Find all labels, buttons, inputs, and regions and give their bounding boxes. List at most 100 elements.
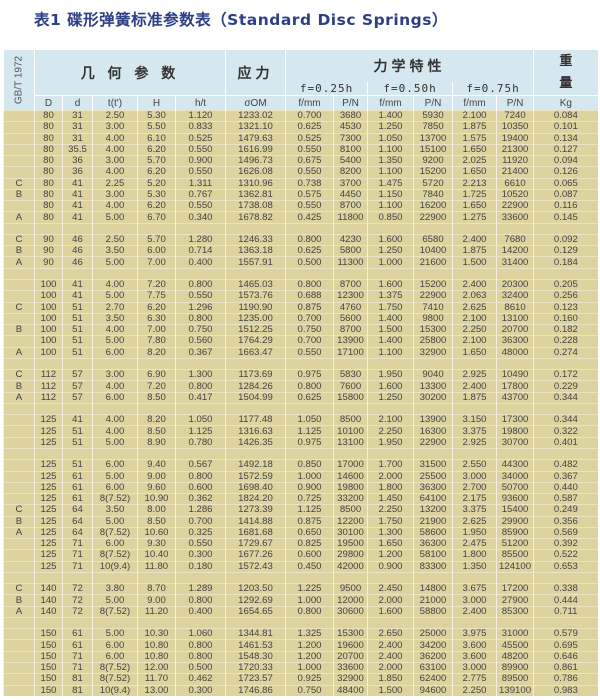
cell-f075-deflection: 2.925 [452, 436, 497, 449]
cell-grade: B [3, 188, 35, 201]
cell-f050-load: 30200 [413, 391, 453, 404]
cell-f025-deflection: 0.750 [285, 684, 334, 696]
cell-f025-deflection: 0.825 [285, 538, 334, 550]
cell-height: 5.20 [137, 177, 176, 190]
cell-thickness: 6.00 [92, 459, 138, 471]
cell-f025-load: 13100 [333, 436, 368, 449]
cell-outer-diameter: 125 [34, 538, 63, 550]
cell-height: 5.70 [137, 233, 176, 246]
cell-thickness: 3.50 [92, 312, 138, 325]
cell-f050-load: 16200 [413, 200, 453, 212]
cell-f075-deflection: 1.500 [452, 256, 497, 269]
cell-f075-load: 48200 [496, 650, 534, 663]
cell-thickness: 10(9.4) [92, 560, 138, 573]
cell-thickness: 5.00 [92, 515, 138, 528]
cell-f075-load: 21400 [496, 166, 534, 179]
cell-f050-load: 25800 [413, 335, 453, 348]
cell-inner-diameter: 51 [62, 425, 93, 438]
cell-f050-load: 31500 [413, 459, 453, 471]
column-header-weight: Kg [533, 95, 598, 111]
cell-thickness [92, 357, 138, 370]
cell-height: 8.70 [137, 583, 176, 595]
cell-f075-load [496, 402, 534, 415]
cell-f075-load: 14200 [496, 245, 534, 257]
cell-inner-diameter [62, 222, 93, 235]
cell-h-t-ratio: 0.462 [174, 673, 226, 686]
table-row: 125 61 6.00 9.60 0.600 1698.40 0.900 19800 1.800… [3, 481, 598, 494]
table-row: 80 31 2.50 5.30 1.120 1233.02 0.700 3680 1.400 59… [3, 109, 598, 122]
cell-f050-load: 22900 [413, 290, 453, 303]
table-row: 80 36 4.00 6.20 0.550 1626.08 0.550 8200 1.100 15… [3, 166, 598, 179]
cell-weight: 0.392 [533, 538, 598, 550]
cell-outer-diameter [34, 357, 63, 370]
cell-f050-load: 94600 [413, 684, 453, 696]
cell-f050-deflection: 1.800 [367, 481, 414, 494]
cell-f025-deflection: 0.550 [285, 346, 334, 359]
table-row: 80 36 3.00 5.70 0.900 1496.73 0.675 5400 1.350 92… [3, 155, 598, 167]
cell-f025-deflection: 0.700 [285, 109, 334, 122]
cell-f075-load: 10490 [496, 369, 534, 381]
table-row: C 90 46 2.50 5.70 1.280 1246.33 0.800 4230 1.600 6… [3, 233, 598, 246]
cell-f025-deflection: 0.600 [285, 549, 334, 562]
table-row: B 125 64 5.00 8.50 0.700 1414.88 0.875 12200 1.75… [3, 515, 598, 528]
cell-thickness: 4.00 [92, 324, 138, 336]
cell-inner-diameter: 31 [62, 121, 93, 134]
cell-stress: 1698.40 [225, 481, 286, 494]
cell-stress: 1496.73 [225, 155, 286, 167]
cell-height: 9.40 [137, 459, 176, 471]
cell-weight: 0.084 [533, 109, 598, 122]
cell-outer-diameter: 80 [34, 200, 63, 212]
cell-f075-deflection: 2.100 [452, 109, 497, 122]
cell-stress: 1190.90 [225, 301, 286, 314]
cell-f050-load: 25000 [413, 628, 453, 640]
cell-grade: A [3, 391, 35, 404]
cell-weight [533, 222, 598, 235]
table-row: A 140 72 8(7.52) 11.20 0.400 1654.65 0.800 30600… [3, 605, 598, 618]
cell-weight: 0.587 [533, 493, 598, 505]
cell-f025-deflection: 0.550 [285, 166, 334, 179]
cell-thickness [92, 267, 138, 280]
cell-f075-load: 17300 [496, 414, 534, 426]
cell-f075-deflection [452, 357, 497, 370]
cell-weight: 0.367 [533, 470, 598, 483]
cell-f075-load: 139100 [496, 684, 534, 696]
cell-f075-load: 85300 [496, 605, 534, 618]
cell-f050-deflection: 2.400 [367, 639, 414, 652]
cell-outer-diameter: 90 [34, 245, 63, 257]
table-row: C 80 41 2.25 5.20 1.311 1310.96 0.738 3700 1.475 5… [3, 177, 598, 190]
column-header-f050-deflection: f/mm [367, 95, 414, 111]
cell-f050-deflection: 1.600 [367, 605, 414, 618]
cell-f050-load: 58100 [413, 549, 453, 562]
cell-f025-deflection: 0.450 [285, 560, 334, 573]
cell-stress: 1572.43 [225, 560, 286, 573]
cell-inner-diameter: 72 [62, 583, 93, 595]
cell-grade [3, 662, 35, 674]
cell-h-t-ratio [174, 447, 226, 460]
cell-weight [533, 571, 598, 584]
cell-stress [225, 571, 286, 584]
cell-f025-load [333, 447, 368, 460]
cell-f025-load: 33200 [333, 493, 368, 505]
cell-thickness: 5.00 [92, 290, 138, 303]
cell-f025-load: 15300 [333, 628, 368, 640]
cell-weight: 0.182 [533, 324, 598, 336]
cell-height [137, 571, 176, 584]
cell-weight: 0.229 [533, 380, 598, 393]
cell-f050-deflection: 1.600 [367, 278, 414, 291]
cell-f050-load: 22900 [413, 436, 453, 449]
cell-inner-diameter: 61 [62, 639, 93, 652]
cell-stress [225, 447, 286, 460]
cell-f075-deflection: 1.875 [452, 121, 497, 134]
cell-thickness: 4.00 [92, 380, 138, 393]
cell-f050-load: 9200 [413, 155, 453, 167]
cell-outer-diameter: 150 [34, 662, 63, 674]
cell-f025-load [333, 616, 368, 629]
cell-f050-deflection: 2.100 [367, 414, 414, 426]
cell-h-t-ratio: 0.780 [174, 436, 226, 449]
cell-f050-load: 13900 [413, 414, 453, 426]
cell-stress: 1616.99 [225, 143, 286, 156]
cell-thickness: 4.00 [92, 414, 138, 426]
cell-f050-load: 58600 [413, 526, 453, 539]
cell-outer-diameter: 80 [34, 109, 63, 122]
cell-stress [225, 402, 286, 415]
